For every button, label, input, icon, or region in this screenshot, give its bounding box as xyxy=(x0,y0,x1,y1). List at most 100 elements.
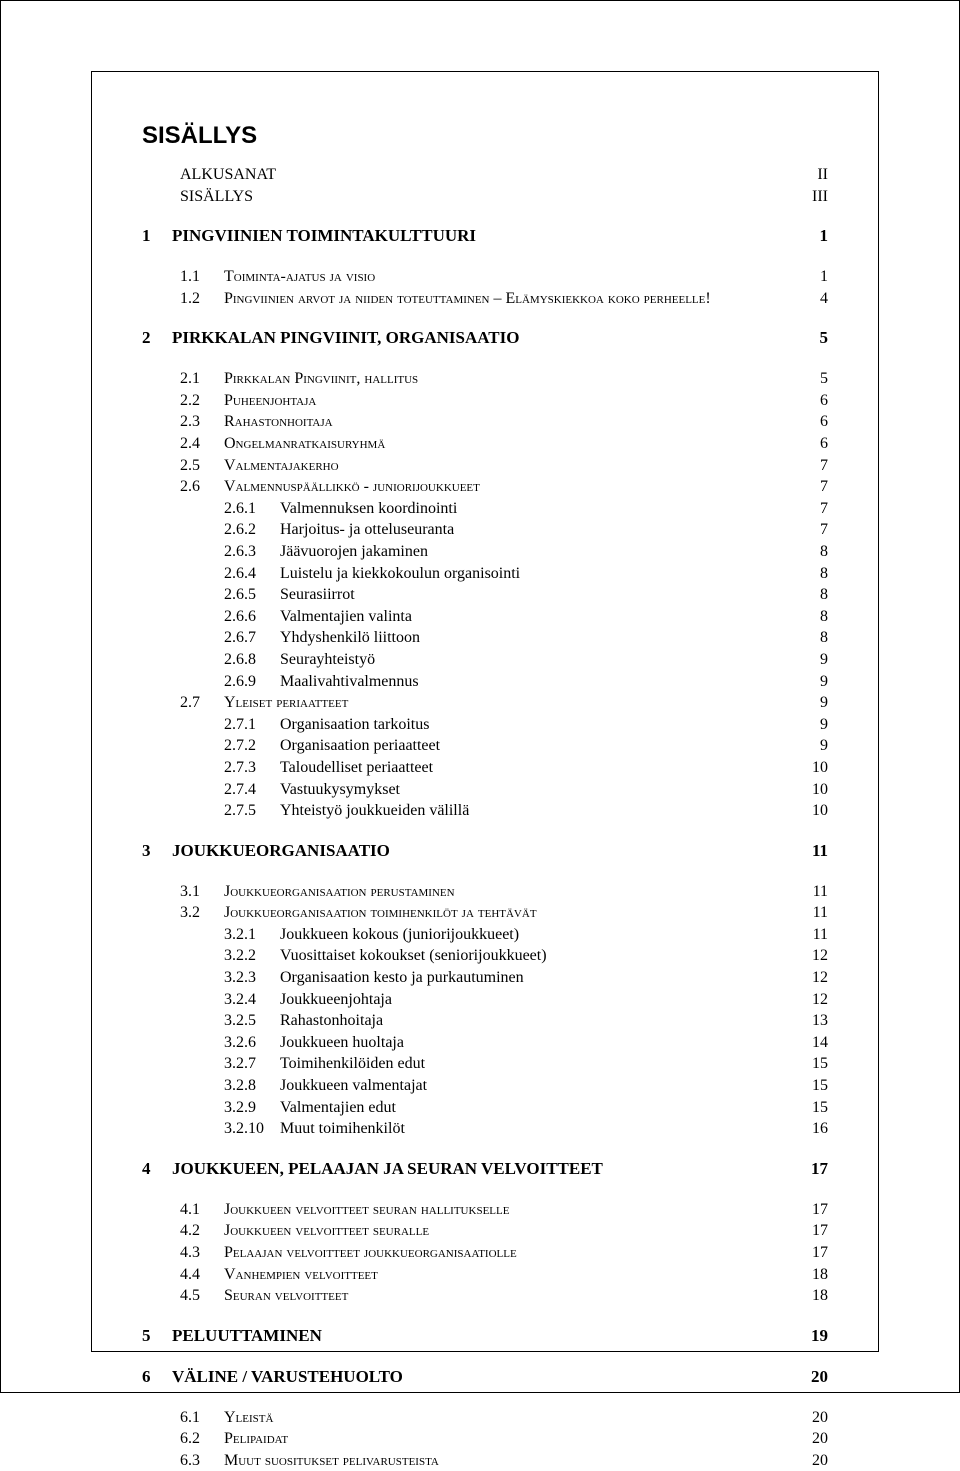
subsection-title: Valmentajien edut xyxy=(280,1099,396,1116)
toc-section-page: 7 xyxy=(792,476,828,498)
toc-subsection-row: 2.6.3Jäävuorojen jakaminen8 xyxy=(142,541,828,563)
spacer xyxy=(142,871,828,881)
toc-section-page: 9 xyxy=(792,692,828,714)
toc-subsection-left: 3.2.5Rahastonhoitaja xyxy=(224,1010,383,1032)
toc-section-left: 2.6Valmennuspäällikkö - juniorijoukkueet xyxy=(180,476,480,498)
subsection-number: 3.2.10 xyxy=(224,1118,280,1140)
spacer xyxy=(142,1189,828,1199)
subsection-number: 2.7.3 xyxy=(224,757,280,779)
section-title: Joukkueen velvoitteet seuralle xyxy=(224,1222,429,1239)
toc-section-left: 6.3Muut suositukset pelivarusteista xyxy=(180,1450,439,1471)
chapter-number: 2 xyxy=(142,327,172,350)
spacer xyxy=(142,1397,828,1407)
subsection-number: 2.6.8 xyxy=(224,649,280,671)
toc-subsection-row: 3.2.1Joukkueen kokous (juniorijoukkueet)… xyxy=(142,924,828,946)
page-frame: SISÄLLYS ALKUSANATIISISÄLLYSIII1PINGVIIN… xyxy=(0,0,960,1393)
toc-section-left: 4.1Joukkueen velvoitteet seuran hallituk… xyxy=(180,1199,509,1221)
toc-subsection-page: 8 xyxy=(792,541,828,563)
subsection-title: Organisaation kesto ja purkautuminen xyxy=(280,969,524,986)
toc-section-left: 1.1Toiminta-ajatus ja visio xyxy=(180,266,375,288)
toc-subsection-left: 2.6.7Yhdyshenkilö liittoon xyxy=(224,627,420,649)
toc-section-left: 3.2Joukkueorganisaation toimihenkilöt ja… xyxy=(180,902,537,924)
section-title: Yleistä xyxy=(224,1409,273,1426)
section-title: Joukkueorganisaation perustaminen xyxy=(224,883,455,900)
toc-section-page: 20 xyxy=(792,1428,828,1450)
toc-subsection-left: 3.2.2Vuosittaiset kokoukset (seniorijouk… xyxy=(224,945,547,967)
front-label: ALKUSANAT xyxy=(180,166,276,183)
subsection-title: Organisaation periaatteet xyxy=(280,737,440,754)
section-title: Pelaajan velvoitteet joukkueorganisaatio… xyxy=(224,1244,517,1261)
toc-subsection-left: 3.2.3Organisaation kesto ja purkautumine… xyxy=(224,967,524,989)
subsection-number: 3.2.3 xyxy=(224,967,280,989)
toc-chapter-row: 2PIRKKALAN PINGVIINIT, ORGANISAATIO5 xyxy=(142,327,828,350)
toc-subsection-row: 2.7.1Organisaation tarkoitus9 xyxy=(142,714,828,736)
toc-section-row: 4.3Pelaajan velvoitteet joukkueorganisaa… xyxy=(142,1242,828,1264)
subsection-number: 3.2.8 xyxy=(224,1075,280,1097)
toc-subsection-page: 7 xyxy=(792,519,828,541)
toc-front-row: ALKUSANATII xyxy=(142,164,828,186)
toc-subsection-page: 13 xyxy=(792,1010,828,1032)
subsection-number: 3.2.5 xyxy=(224,1010,280,1032)
subsection-number: 2.6.4 xyxy=(224,563,280,585)
toc-section-left: 4.3Pelaajan velvoitteet joukkueorganisaa… xyxy=(180,1242,517,1264)
toc-subsection-page: 7 xyxy=(792,498,828,520)
toc-subsection-row: 2.6.5Seurasiirrot8 xyxy=(142,584,828,606)
section-title: Muut suositukset pelivarusteista xyxy=(224,1452,439,1469)
toc-subsection-left: 3.2.10Muut toimihenkilöt xyxy=(224,1118,405,1140)
page-inner-frame: SISÄLLYS ALKUSANATIISISÄLLYSIII1PINGVIIN… xyxy=(91,71,879,1352)
toc-subsection-page: 15 xyxy=(792,1097,828,1119)
section-number: 2.2 xyxy=(180,390,224,412)
subsection-title: Toimihenkilöiden edut xyxy=(280,1055,425,1072)
toc-section-page: 6 xyxy=(792,433,828,455)
toc-subsection-row: 3.2.4Joukkueenjohtaja12 xyxy=(142,989,828,1011)
section-title: Valmennuspäällikkö - juniorijoukkueet xyxy=(224,478,480,495)
toc-subsection-row: 2.6.4Luistelu ja kiekkokoulun organisoin… xyxy=(142,563,828,585)
section-title: Ongelmanratkaisuryhmä xyxy=(224,435,385,452)
subsection-title: Yhteistyö joukkueiden välillä xyxy=(280,802,469,819)
toc-section-left: 6.1Yleistä xyxy=(180,1407,273,1429)
toc-front-left: ALKUSANAT xyxy=(180,164,276,186)
toc-subsection-row: 2.6.6Valmentajien valinta8 xyxy=(142,606,828,628)
toc-subsection-page: 12 xyxy=(792,967,828,989)
toc-chapter-page: 17 xyxy=(792,1158,828,1181)
toc-section-page: 11 xyxy=(792,881,828,903)
section-title: Joukkueen velvoitteet seuran hallituksel… xyxy=(224,1201,509,1218)
section-number: 2.5 xyxy=(180,455,224,477)
subsection-title: Taloudelliset periaatteet xyxy=(280,759,433,776)
toc-subsection-row: 3.2.9Valmentajien edut15 xyxy=(142,1097,828,1119)
toc-section-row: 6.1Yleistä20 xyxy=(142,1407,828,1429)
subsection-number: 2.7.4 xyxy=(224,779,280,801)
toc-section-left: 2.1Pirkkalan Pingviinit, hallitus xyxy=(180,368,418,390)
subsection-number: 2.7.5 xyxy=(224,800,280,822)
spacer xyxy=(142,256,828,266)
toc-subsection-left: 2.7.2Organisaation periaatteet xyxy=(224,735,440,757)
toc-subsection-page: 12 xyxy=(792,945,828,967)
toc-subsection-page: 15 xyxy=(792,1053,828,1075)
toc-subsection-page: 9 xyxy=(792,649,828,671)
toc-subsection-row: 2.7.4Vastuukysymykset10 xyxy=(142,779,828,801)
chapter-title: JOUKKUEEN, PELAAJAN JA SEURAN VELVOITTEE… xyxy=(172,1159,603,1178)
subsection-title: Luistelu ja kiekkokoulun organisointi xyxy=(280,565,520,582)
toc-chapter-page: 1 xyxy=(792,225,828,248)
toc-subsection-left: 2.6.9Maalivahtivalmennus xyxy=(224,671,419,693)
subsection-title: Vastuukysymykset xyxy=(280,781,400,798)
section-number: 2.7 xyxy=(180,692,224,714)
section-number: 6.2 xyxy=(180,1428,224,1450)
toc-subsection-left: 2.6.6Valmentajien valinta xyxy=(224,606,412,628)
toc-subsection-left: 2.7.5Yhteistyö joukkueiden välillä xyxy=(224,800,469,822)
toc-section-page: 7 xyxy=(792,455,828,477)
toc-chapter-page: 19 xyxy=(792,1325,828,1348)
toc-section-page: 11 xyxy=(792,902,828,924)
toc-section-row: 1.1Toiminta-ajatus ja visio1 xyxy=(142,266,828,288)
toc-section-left: 2.5Valmentajakerho xyxy=(180,455,339,477)
subsection-title: Joukkueen valmentajat xyxy=(280,1077,427,1094)
table-of-contents: ALKUSANATIISISÄLLYSIII1PINGVIINIEN TOIMI… xyxy=(142,164,828,1471)
spacer xyxy=(142,358,828,368)
section-number: 2.3 xyxy=(180,411,224,433)
toc-subsection-left: 3.2.4Joukkueenjohtaja xyxy=(224,989,392,1011)
toc-subsection-row: 2.6.7Yhdyshenkilö liittoon8 xyxy=(142,627,828,649)
section-title: Seuran velvoitteet xyxy=(224,1287,348,1304)
toc-section-page: 6 xyxy=(792,411,828,433)
toc-subsection-row: 3.2.5Rahastonhoitaja 13 xyxy=(142,1010,828,1032)
chapter-number: 3 xyxy=(142,840,172,863)
